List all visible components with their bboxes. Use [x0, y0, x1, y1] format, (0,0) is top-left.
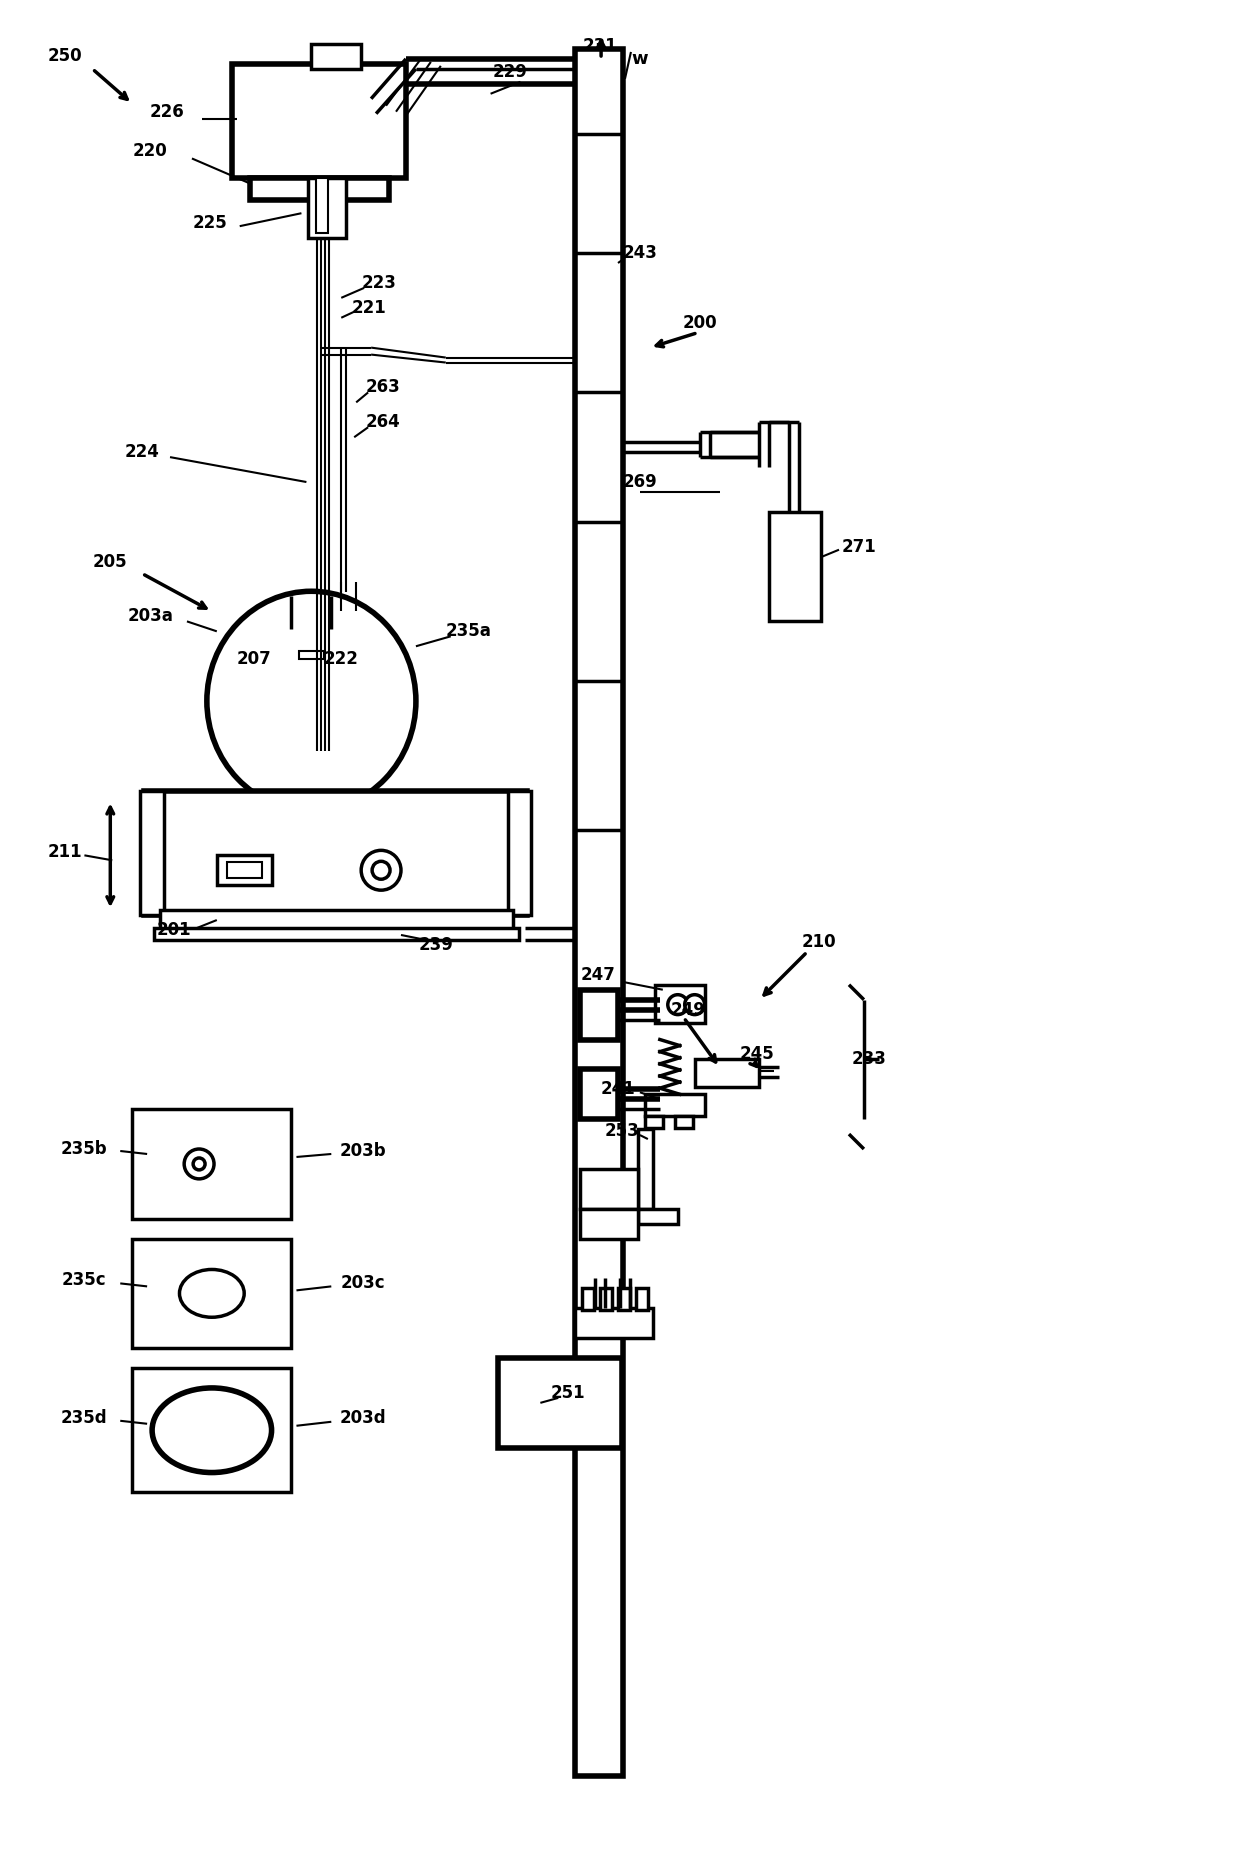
Bar	[311, 45, 361, 69]
Bar	[154, 928, 520, 940]
Text: 251: 251	[551, 1383, 585, 1402]
Bar	[580, 1168, 637, 1209]
Bar	[645, 1116, 663, 1127]
Bar	[299, 652, 325, 659]
Bar	[249, 178, 389, 201]
Bar	[133, 1239, 291, 1348]
Text: 203a: 203a	[128, 607, 174, 626]
Text: 224: 224	[125, 444, 160, 461]
Text: 239: 239	[418, 936, 454, 954]
Text: w: w	[631, 50, 649, 69]
Text: 203d: 203d	[340, 1409, 387, 1426]
Text: 225: 225	[192, 214, 227, 232]
Bar	[144, 791, 160, 916]
Bar	[507, 791, 532, 916]
Text: 245: 245	[740, 1045, 775, 1064]
Text: 222: 222	[324, 650, 358, 669]
Bar	[133, 1109, 291, 1218]
Text: 203c: 203c	[341, 1274, 386, 1292]
Bar	[140, 791, 164, 916]
Text: 263: 263	[366, 379, 401, 396]
Text: 243: 243	[622, 243, 657, 262]
Text: 221: 221	[352, 299, 387, 318]
Bar	[637, 1209, 678, 1224]
Text: 201: 201	[156, 921, 191, 940]
Bar	[618, 1289, 630, 1311]
Bar	[600, 1289, 613, 1311]
Bar	[133, 1369, 291, 1493]
Ellipse shape	[153, 1387, 272, 1473]
Text: 223: 223	[362, 273, 397, 292]
Text: 200: 200	[682, 314, 717, 332]
Text: 207: 207	[237, 650, 272, 669]
Bar	[575, 48, 622, 1775]
Bar	[575, 1309, 652, 1339]
Bar	[227, 862, 262, 878]
Text: 235d: 235d	[61, 1409, 108, 1426]
Text: 271: 271	[842, 539, 877, 555]
Circle shape	[668, 995, 688, 1014]
Bar	[217, 856, 272, 886]
Circle shape	[372, 862, 391, 878]
Text: 235b: 235b	[61, 1140, 108, 1159]
Text: 229: 229	[494, 63, 528, 82]
Text: 235c: 235c	[62, 1272, 107, 1289]
Bar	[655, 984, 704, 1023]
Text: 253: 253	[605, 1122, 640, 1140]
Text: 241: 241	[600, 1081, 635, 1097]
Text: 247: 247	[580, 966, 615, 984]
Text: 203b: 203b	[340, 1142, 387, 1161]
Bar	[582, 1289, 594, 1311]
Text: 226: 226	[150, 102, 185, 121]
Bar	[580, 1209, 637, 1239]
Bar	[497, 1357, 622, 1448]
Text: 264: 264	[366, 414, 401, 431]
Text: 205: 205	[93, 553, 128, 570]
Bar	[675, 1116, 693, 1127]
Bar	[636, 1289, 647, 1311]
Text: 269: 269	[622, 474, 657, 490]
Text: 231: 231	[583, 37, 618, 56]
Bar	[580, 990, 618, 1040]
Text: 250: 250	[47, 46, 82, 65]
Bar	[511, 791, 527, 916]
Circle shape	[684, 995, 704, 1014]
Circle shape	[361, 851, 401, 890]
Bar	[144, 791, 527, 916]
Text: 233: 233	[852, 1051, 887, 1068]
Ellipse shape	[180, 1270, 244, 1317]
Bar	[769, 513, 821, 622]
Text: 211: 211	[47, 843, 82, 862]
Ellipse shape	[207, 591, 415, 812]
Bar	[316, 178, 329, 234]
Text: 249: 249	[671, 1001, 706, 1019]
Bar	[580, 1070, 618, 1120]
Bar	[637, 1129, 652, 1209]
Text: 220: 220	[133, 143, 167, 160]
Text: 235a: 235a	[445, 622, 491, 641]
Circle shape	[193, 1159, 205, 1170]
Bar	[160, 910, 513, 932]
Circle shape	[185, 1149, 215, 1179]
Bar	[694, 1058, 759, 1088]
Bar	[645, 1094, 704, 1116]
Bar	[232, 63, 405, 178]
Text: 210: 210	[802, 932, 837, 951]
Bar	[309, 178, 346, 238]
